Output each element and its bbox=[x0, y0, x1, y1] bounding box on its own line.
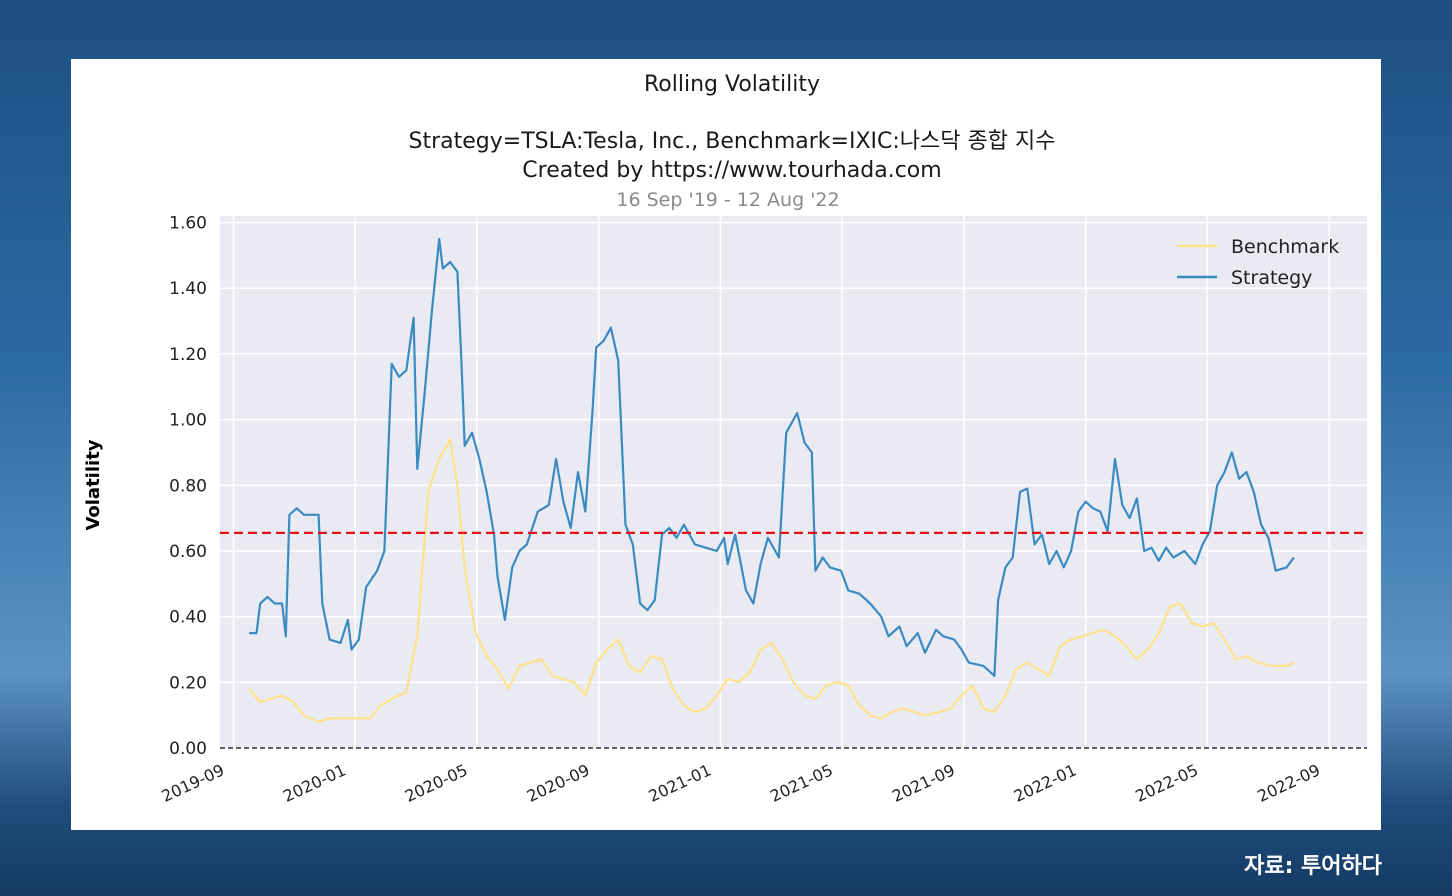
y-tick-label: 1.60 bbox=[169, 214, 207, 234]
x-tick-label: 2022-09 bbox=[1254, 760, 1323, 805]
y-tick-label: 0.40 bbox=[169, 608, 207, 628]
chart-subtitle-credit: Created by https://www.tourhada.com bbox=[522, 158, 941, 183]
x-tick-label: 2020-05 bbox=[402, 760, 471, 805]
chart-date-range: 16 Sep '19 - 12 Aug '22 bbox=[616, 189, 839, 211]
chart-title: Rolling Volatility bbox=[644, 72, 820, 97]
x-tick-label: 2022-01 bbox=[1011, 760, 1080, 805]
source-credit: 자료: 투어하다 bbox=[1244, 854, 1382, 879]
volatility-chart: Rolling Volatility Strategy=TSLA:Tesla, … bbox=[83, 72, 1367, 806]
x-tick-label: 2022-05 bbox=[1132, 760, 1201, 805]
y-tick-label: 1.20 bbox=[169, 345, 207, 365]
y-tick-label: 0.60 bbox=[169, 542, 207, 562]
chart-subtitle-strategy: Strategy=TSLA:Tesla, Inc., Benchmark=IXI… bbox=[409, 129, 1056, 154]
y-tick-label: 1.40 bbox=[169, 279, 207, 299]
chart-panel: Rolling Volatility Strategy=TSLA:Tesla, … bbox=[71, 59, 1381, 830]
x-tick-label: 2019-09 bbox=[159, 760, 228, 805]
x-tick-label: 2021-05 bbox=[767, 760, 836, 805]
x-tick-label: 2020-09 bbox=[524, 760, 593, 805]
y-tick-label: 0.00 bbox=[169, 739, 207, 759]
benchmark-series-line bbox=[248, 438, 1295, 723]
legend-label-benchmark: Benchmark bbox=[1231, 236, 1339, 258]
legend-label-strategy: Strategy bbox=[1231, 267, 1312, 289]
y-axis-label: Volatility bbox=[83, 439, 104, 530]
strategy-series-line bbox=[249, 237, 1295, 677]
plot-area: 0.00 0.20 0.40 0.60 0.80 1.00 1.20 1.40 1.60 2019… bbox=[159, 214, 1367, 806]
y-tick-label: 0.20 bbox=[169, 673, 207, 693]
x-tick-label: 2021-01 bbox=[646, 760, 715, 805]
y-tick-label: 1.00 bbox=[169, 411, 207, 431]
x-tick-label: 2020-01 bbox=[280, 760, 349, 805]
plot-background bbox=[220, 216, 1367, 748]
y-tick-label: 0.80 bbox=[169, 476, 207, 496]
x-tick-label: 2021-09 bbox=[889, 760, 958, 805]
